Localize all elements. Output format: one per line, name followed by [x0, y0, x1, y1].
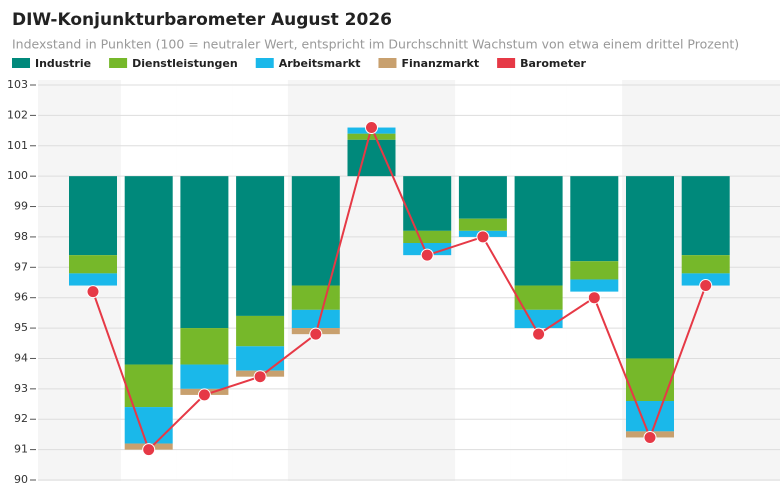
bar-segment [124, 407, 173, 444]
legend-label: Finanzmarkt [401, 57, 479, 70]
bar-segment [124, 176, 173, 365]
y-tick-label: 100 [7, 169, 28, 182]
y-tick-label: 98 [14, 230, 28, 243]
bar-segment [514, 309, 563, 329]
bar-segment [570, 261, 619, 280]
y-tick-label: 95 [14, 321, 28, 334]
point [643, 430, 657, 444]
legend-label: Dienstleistungen [132, 57, 238, 70]
line [92, 124, 707, 452]
bar-segment [69, 176, 117, 256]
bar-segment [236, 315, 285, 347]
legend-label: Barometer [520, 57, 586, 70]
bar-segment [458, 176, 507, 219]
y-tick-label: 93 [14, 382, 28, 395]
legend-label: Arbeitsmarkt [279, 57, 361, 70]
bar-segment [291, 309, 340, 329]
chart-title: DIW-Konjunkturbarometer August 2026 [12, 10, 392, 30]
bar-segment [236, 176, 285, 316]
y-tick-label: 92 [14, 412, 28, 425]
bar-segment [291, 176, 340, 286]
bar-segment [347, 139, 396, 177]
bar-segment [681, 255, 730, 274]
legend-swatch [378, 58, 397, 68]
legend-swatch [255, 58, 274, 68]
chart-subtitle: Indexstand in Punkten (100 = neutraler W… [12, 37, 739, 52]
bar-segment [626, 401, 674, 432]
point [197, 388, 211, 402]
y-tick-label: 96 [14, 291, 28, 304]
point [587, 291, 601, 305]
point [253, 370, 267, 384]
y-tick-label: 91 [14, 443, 28, 456]
bar-segment [180, 364, 229, 389]
point [420, 248, 434, 262]
bar-segment [180, 328, 229, 365]
bar-segment [458, 218, 507, 231]
y-tick-label: 90 [14, 473, 28, 486]
bar-segment [403, 230, 452, 243]
bar-segment [681, 176, 730, 256]
bar-segment [347, 133, 396, 140]
y-tick-label: 94 [14, 351, 28, 364]
bar-segment [69, 255, 117, 274]
point [309, 327, 323, 341]
bar-segment [514, 176, 563, 286]
legend-label: Industrie [35, 57, 91, 70]
legend-swatch [497, 58, 516, 68]
bar-segment [626, 176, 674, 359]
y-tick-label: 102 [7, 108, 28, 121]
bar-segment [69, 273, 117, 286]
bar-segment [403, 176, 452, 231]
point [86, 285, 100, 299]
bar-segment [291, 285, 340, 310]
bar-segment [570, 176, 619, 262]
point [532, 327, 546, 341]
point [476, 230, 490, 244]
legend-swatch [12, 58, 30, 68]
y-tick-label: 101 [7, 139, 28, 152]
bar-segment [570, 279, 619, 292]
bar-segment [124, 364, 173, 408]
y-tick-label: 103 [7, 78, 28, 91]
point [365, 121, 378, 135]
legend-swatch [109, 58, 128, 68]
bar-segment [236, 346, 285, 371]
point [699, 279, 713, 293]
bar-segment [180, 176, 229, 329]
y-tick-label: 97 [14, 260, 28, 273]
band [455, 80, 511, 481]
point [142, 443, 156, 457]
y-tick-label: 99 [14, 200, 28, 213]
